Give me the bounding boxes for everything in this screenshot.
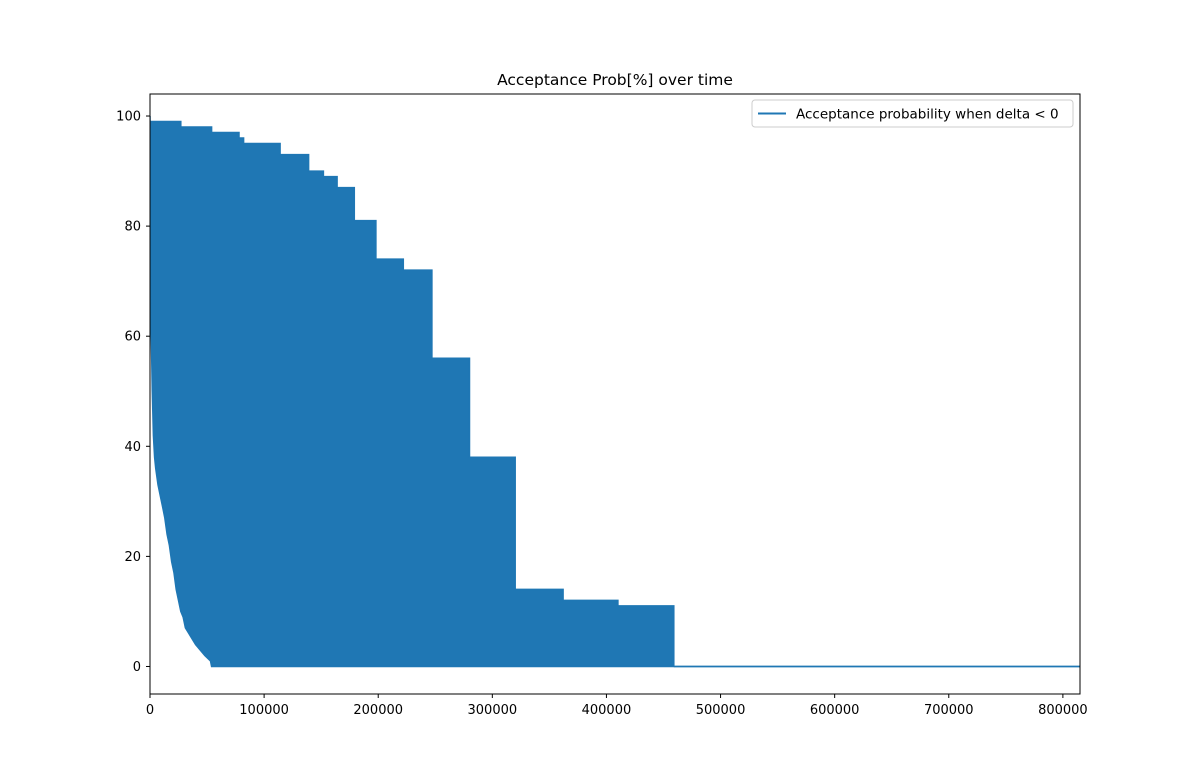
legend: Acceptance probability when delta < 0 xyxy=(751,99,1074,128)
x-tick-label: 500000 xyxy=(696,703,746,718)
x-tick-label: 700000 xyxy=(924,703,974,718)
x-tick-label: 400000 xyxy=(582,703,632,718)
series-0-band xyxy=(150,115,1080,668)
legend-label: Acceptance probability when delta < 0 xyxy=(796,107,1059,123)
y-tick-label: 20 xyxy=(124,550,141,565)
x-tick-label: 800000 xyxy=(1038,703,1088,718)
y-tick-label: 0 xyxy=(133,660,141,675)
legend-box xyxy=(751,99,1074,128)
chart-title: Acceptance Prob[%] over time xyxy=(497,71,733,89)
x-tick-label: 300000 xyxy=(468,703,518,718)
y-tick-label: 100 xyxy=(116,110,141,125)
x-tick-label: 100000 xyxy=(239,703,289,718)
plot-area xyxy=(150,115,1080,668)
y-tick-label: 60 xyxy=(124,330,141,345)
x-tick-label: 200000 xyxy=(353,703,403,718)
x-tick-label: 600000 xyxy=(810,703,860,718)
axes: 0 100000 200000 300000 400000 500000 600000 700… xyxy=(116,93,1088,718)
axes-frame xyxy=(149,93,1081,695)
x-tick-label: 0 xyxy=(146,703,154,718)
y-tick-label: 40 xyxy=(124,440,141,455)
y-tick-label: 80 xyxy=(124,220,141,235)
